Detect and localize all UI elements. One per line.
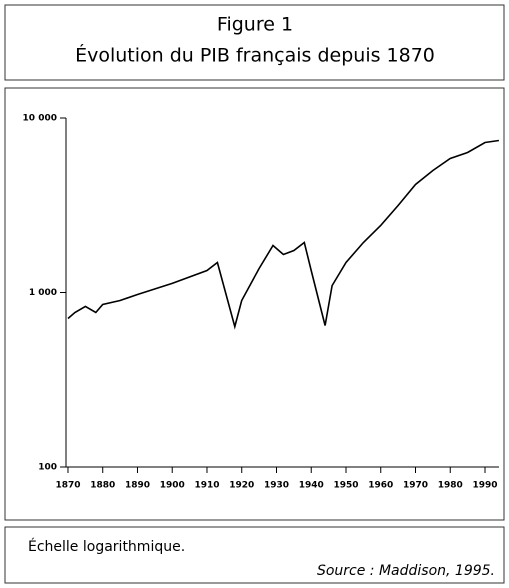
footer-box [4,526,505,584]
x-tick-label: 1980 [438,481,463,491]
x-tick-label: 1990 [472,481,497,491]
x-tick-label: 1870 [55,481,80,491]
x-tick-label: 1940 [299,481,324,491]
chart-title: Figure 1 [217,14,293,36]
x-tick-label: 1880 [90,481,115,491]
x-tick-label: 1930 [264,481,289,491]
x-tick-label: 1950 [333,481,358,491]
x-tick-label: 1900 [160,481,185,491]
y-tick-label: 1 000 [29,288,57,298]
y-tick-label: 10 000 [23,114,57,124]
y-tick-label: 100 [38,463,57,473]
x-tick-label: 1960 [368,481,393,491]
x-tick-label: 1920 [229,481,254,491]
title-box [4,4,505,81]
source: Source : Maddison, 1995. [317,563,495,579]
note: Échelle logarithmique. [28,538,185,555]
gdp-line [67,139,500,330]
x-tick-label: 1890 [125,481,150,491]
x-tick-label: 1970 [403,481,428,491]
chart-box [4,87,505,521]
x-tick-label: 1910 [194,481,219,491]
chart-subtitle: Évolution du PIB français depuis 1870 [75,44,435,67]
